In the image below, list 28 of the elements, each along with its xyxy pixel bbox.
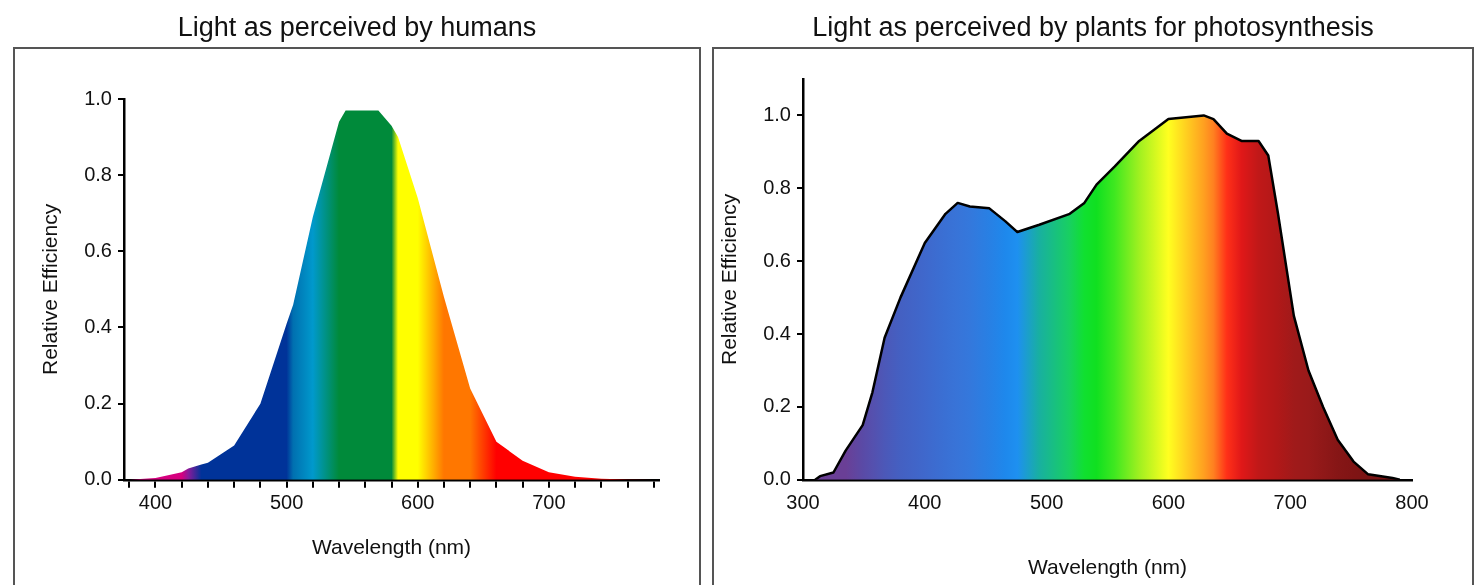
y-tick-label: 0.2 <box>763 394 791 417</box>
y-tick-label: 0.8 <box>763 175 791 198</box>
x-axis-title: Wavelength (nm) <box>311 535 472 559</box>
x-tick-label: 600 <box>401 491 435 514</box>
y-tick-label: 0.8 <box>84 162 112 185</box>
x-tick-label: 600 <box>1151 491 1186 514</box>
x-tick-label: 400 <box>138 491 173 514</box>
y-axis-title: Relative Efficiency <box>38 203 62 375</box>
y-tick-label: 0.6 <box>763 248 791 271</box>
y-tick-label: 0.6 <box>84 238 112 261</box>
x-tick-label: 500 <box>269 491 304 514</box>
chart-title: Light as perceived by humans <box>176 12 538 43</box>
x-tick-label: 700 <box>1273 491 1307 514</box>
y-tick-label: 0.2 <box>84 391 112 414</box>
y-tick-label: 1.0 <box>84 86 112 109</box>
y-tick-label: 0.4 <box>84 315 112 337</box>
x-tick-label: 700 <box>532 491 566 514</box>
x-tick-label: 800 <box>1395 491 1429 514</box>
y-axis-title: Relative Efficiency <box>717 193 741 365</box>
chart-title: Light as perceived by plants for photosynthesis <box>811 12 1375 43</box>
x-tick-label: 300 <box>786 491 820 514</box>
x-tick-label: 400 <box>908 491 942 514</box>
y-tick-label: 1.0 <box>763 102 791 125</box>
y-tick-label: 0.4 <box>763 321 791 344</box>
y-tick-label: 0.0 <box>763 467 791 490</box>
x-axis-title: Wavelength (nm) <box>1027 555 1188 579</box>
x-tick-label: 500 <box>1029 491 1064 514</box>
y-tick-label: 0.0 <box>84 467 112 490</box>
